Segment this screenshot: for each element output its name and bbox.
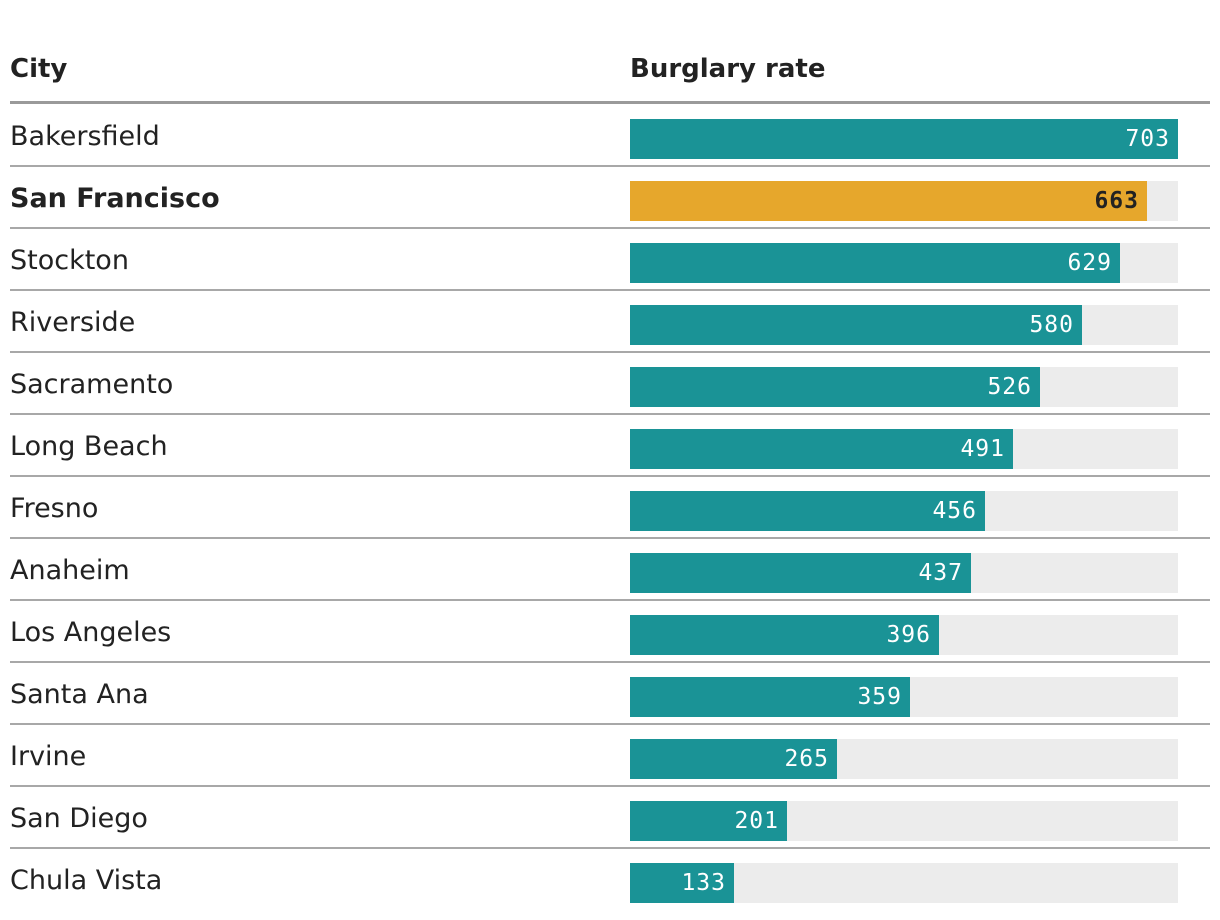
bar-value-label: 201: [734, 808, 779, 834]
bar-track: 396: [630, 615, 1178, 655]
city-label: Riverside: [10, 307, 136, 338]
bar-value-label: 491: [960, 436, 1005, 462]
table-row: Anaheim 437: [10, 539, 1210, 601]
bar-value-label: 359: [857, 684, 902, 710]
city-label: Stockton: [10, 245, 129, 276]
bar-track: 201: [630, 801, 1178, 841]
bar-fill: 629: [630, 243, 1120, 283]
row-divider: [10, 475, 1210, 477]
city-label: Anaheim: [10, 555, 130, 586]
city-label: Fresno: [10, 493, 99, 524]
table-row: Bakersfield 703: [10, 105, 1210, 167]
bar-value-label: 703: [1125, 126, 1170, 152]
bar-value-label: 437: [918, 560, 963, 586]
bar-track: 456: [630, 491, 1178, 531]
city-label: Santa Ana: [10, 679, 149, 710]
bar-track: 580: [630, 305, 1178, 345]
table-row: Sacramento 526: [10, 353, 1210, 415]
city-label: San Francisco: [10, 183, 220, 214]
bar-value-label: 629: [1067, 250, 1112, 276]
city-label: Bakersfield: [10, 121, 160, 152]
table-row: Long Beach 491: [10, 415, 1210, 477]
bar-fill: 133: [630, 863, 734, 903]
bar-value-label: 580: [1029, 312, 1074, 338]
city-label: Irvine: [10, 741, 87, 772]
bar-value-label: 396: [886, 622, 931, 648]
bar-fill: 359: [630, 677, 910, 717]
column-header-city: City: [10, 54, 68, 84]
bar-fill: 396: [630, 615, 939, 655]
row-divider: [10, 227, 1210, 229]
table-row: Los Angeles 396: [10, 601, 1210, 663]
row-divider: [10, 537, 1210, 539]
bar-track: 663: [630, 181, 1178, 221]
bar-track: 491: [630, 429, 1178, 469]
row-divider: [10, 661, 1210, 663]
bar-track: 703: [630, 119, 1178, 159]
bar-fill: 456: [630, 491, 985, 531]
table-row: Stockton 629: [10, 229, 1210, 291]
row-divider: [10, 847, 1210, 849]
table-row: Santa Ana 359: [10, 663, 1210, 725]
bar-value-label: 133: [681, 870, 726, 896]
bar-fill: 580: [630, 305, 1082, 345]
bar-fill: 437: [630, 553, 971, 593]
bar-fill: 265: [630, 739, 837, 779]
bar-track: 265: [630, 739, 1178, 779]
row-divider: [10, 165, 1210, 167]
bar-track: 526: [630, 367, 1178, 407]
city-label: Chula Vista: [10, 865, 163, 896]
city-label: Long Beach: [10, 431, 168, 462]
column-header-burglary-rate: Burglary rate: [630, 54, 826, 84]
city-label: San Diego: [10, 803, 148, 834]
bar-track: 629: [630, 243, 1178, 283]
bar-value-label: 526: [987, 374, 1032, 400]
bar-fill: 526: [630, 367, 1040, 407]
table-row: San Francisco 663: [10, 167, 1210, 229]
bar-fill: 491: [630, 429, 1013, 469]
bar-fill: 201: [630, 801, 787, 841]
table-row: Riverside 580: [10, 291, 1210, 353]
row-divider: [10, 599, 1210, 601]
table-row: Chula Vista 133: [10, 849, 1210, 911]
bar-track: 437: [630, 553, 1178, 593]
city-label: Sacramento: [10, 369, 174, 400]
bar-track: 133: [630, 863, 1178, 903]
bar-track: 359: [630, 677, 1178, 717]
row-divider: [10, 351, 1210, 353]
bar-fill: 663: [630, 181, 1147, 221]
row-divider: [10, 723, 1210, 725]
row-divider: [10, 413, 1210, 415]
bar-value-label: 265: [784, 746, 829, 772]
row-divider: [10, 289, 1210, 291]
bar-value-label: 663: [1094, 188, 1139, 214]
city-label: Los Angeles: [10, 617, 172, 648]
table-header: City Burglary rate: [10, 52, 1210, 102]
header-divider: [10, 101, 1210, 104]
table-row: San Diego 201: [10, 787, 1210, 849]
bar-value-label: 456: [932, 498, 977, 524]
bar-fill: 703: [630, 119, 1178, 159]
table-row: Irvine 265: [10, 725, 1210, 787]
row-divider: [10, 785, 1210, 787]
table-row: Fresno 456: [10, 477, 1210, 539]
